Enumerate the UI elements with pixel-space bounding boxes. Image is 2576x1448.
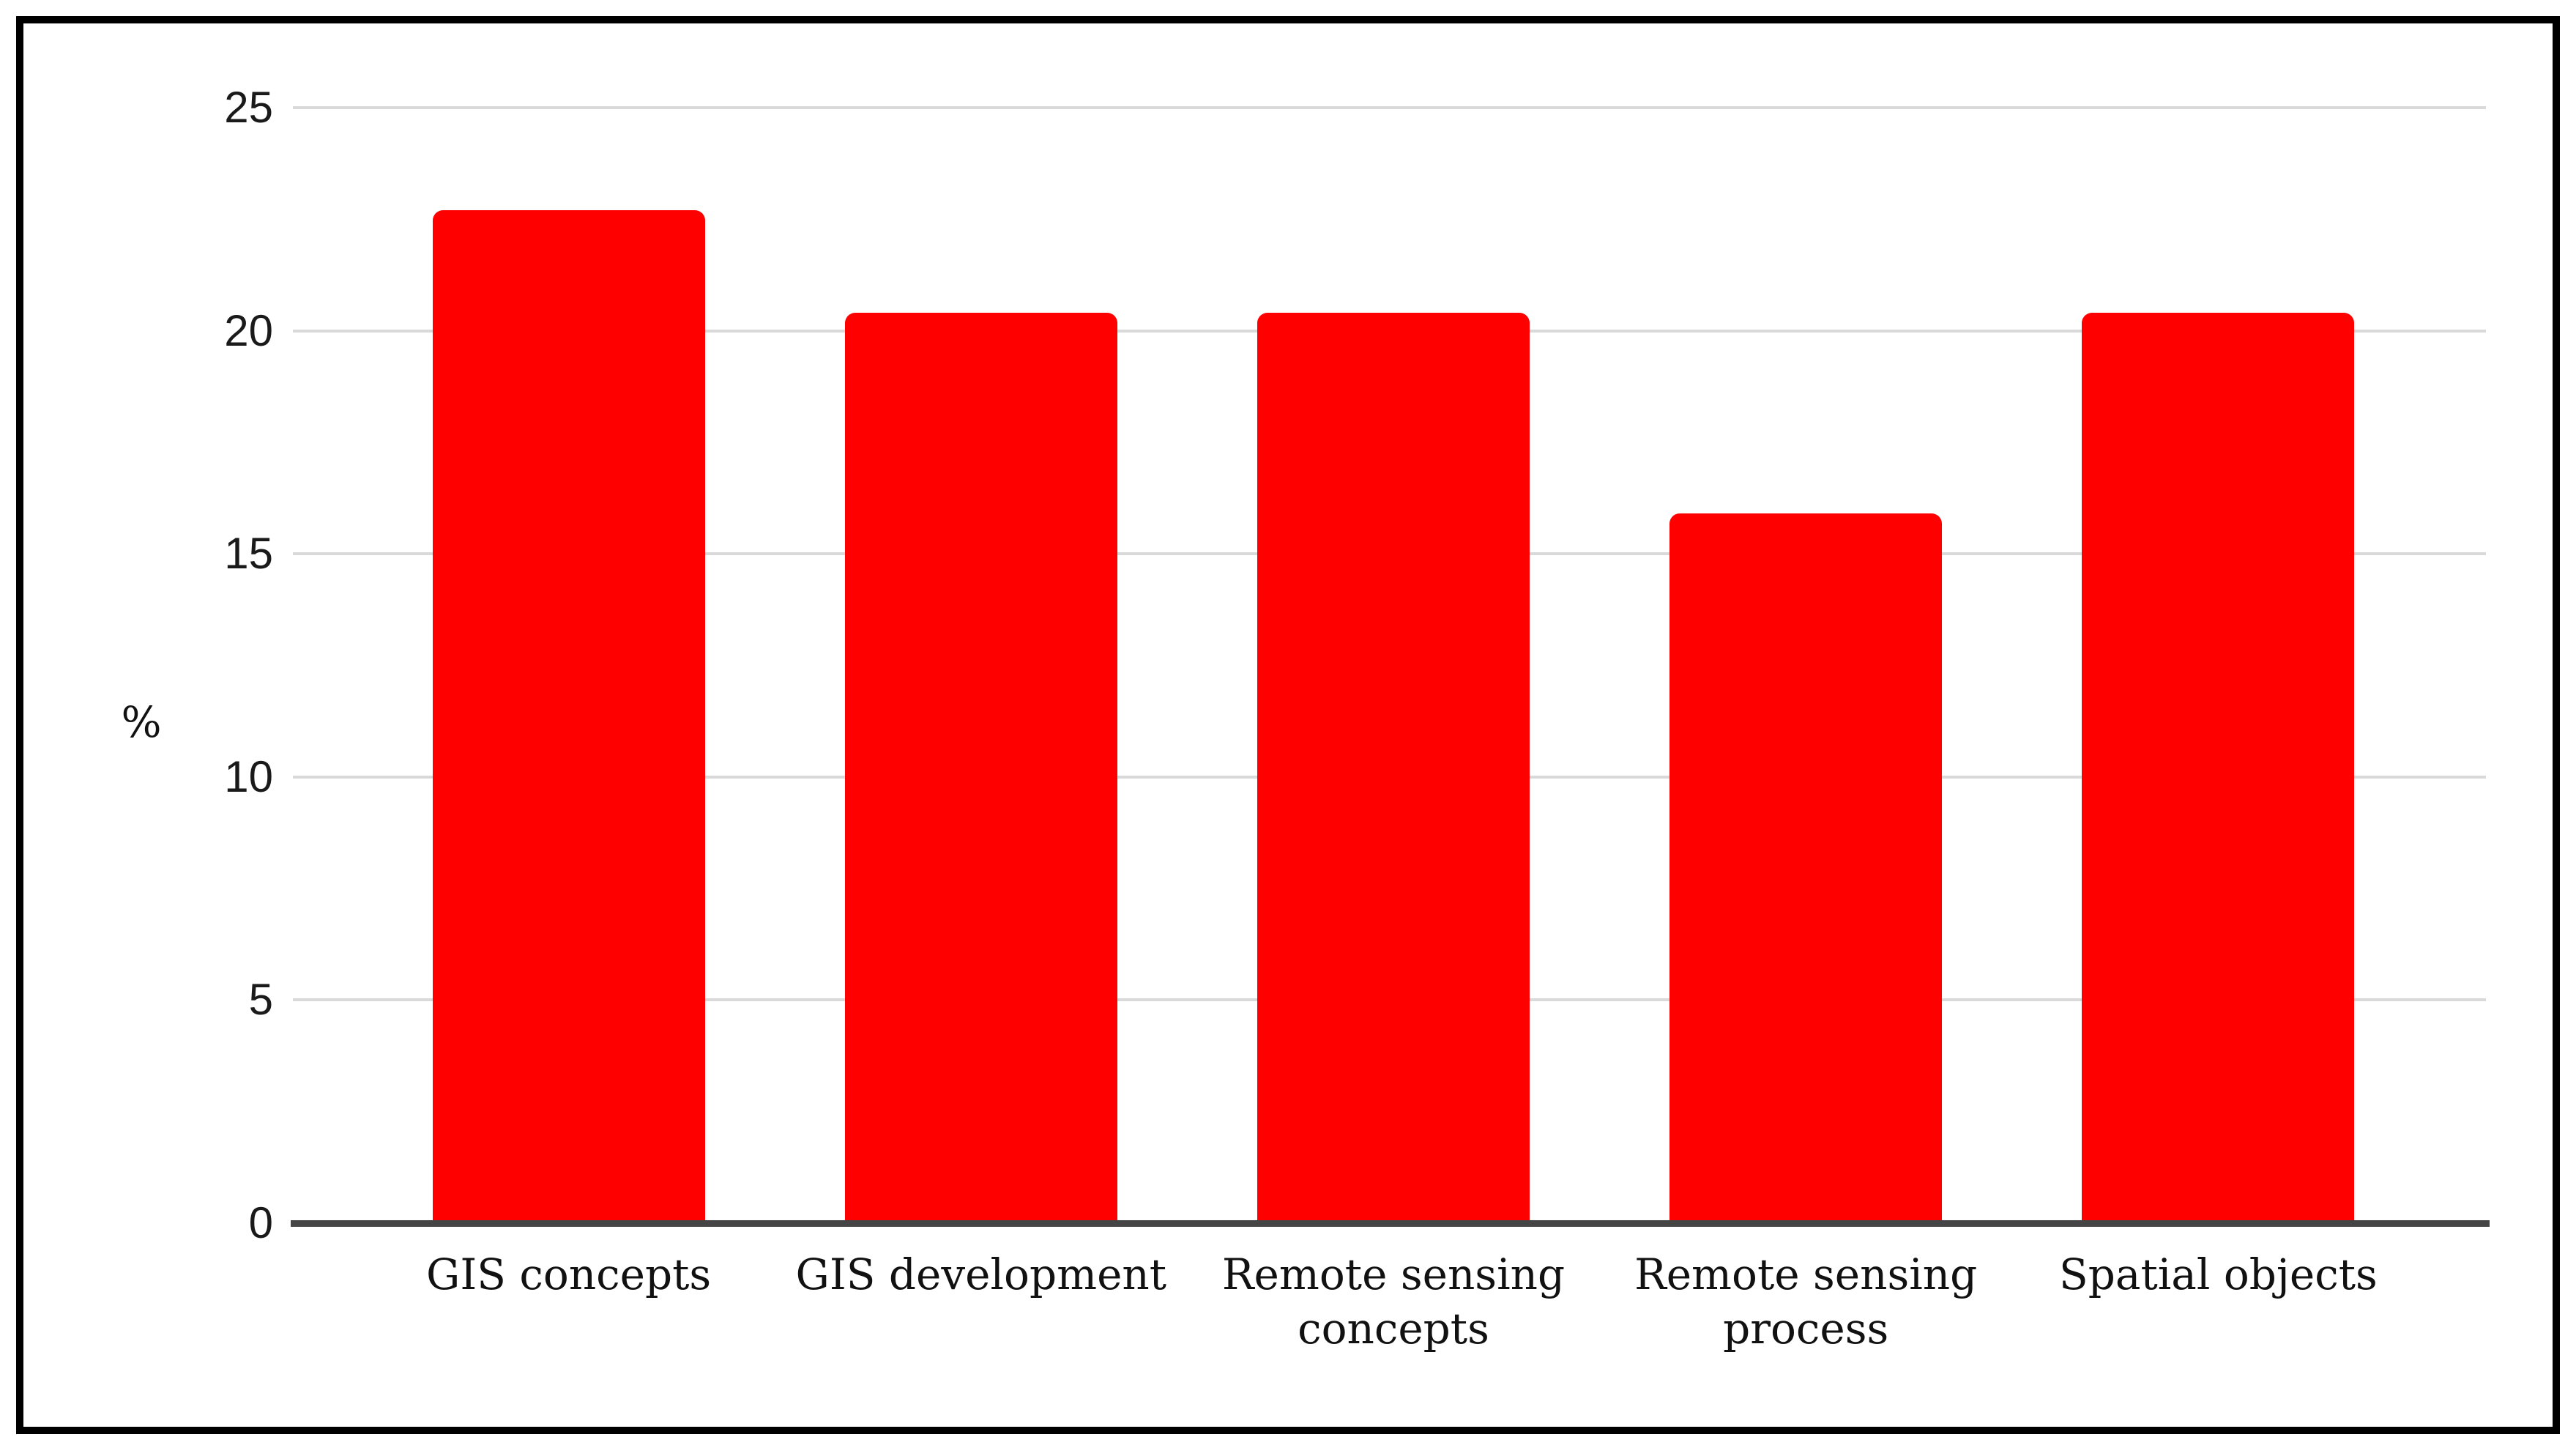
- x-axis-line: [291, 1219, 2490, 1227]
- bar: [432, 210, 705, 1223]
- gridline: [293, 106, 2486, 109]
- bar: [2082, 313, 2355, 1223]
- x-category-label: Spatial objects: [2059, 1250, 2378, 1299]
- x-category-label: Remote sensing concepts: [1221, 1250, 1566, 1354]
- y-tick-label: 15: [224, 529, 273, 579]
- y-tick-label: 10: [224, 751, 273, 801]
- bar: [844, 313, 1117, 1223]
- y-tick-label: 20: [224, 305, 273, 355]
- y-tick-label: 5: [248, 975, 273, 1025]
- y-tick-label: 25: [224, 83, 273, 132]
- bar: [1257, 313, 1530, 1223]
- x-category-label: Remote sensing process: [1634, 1250, 1978, 1354]
- bar: [1669, 513, 1943, 1223]
- x-category-label: GIS development: [795, 1250, 1167, 1299]
- y-axis-title: %: [121, 697, 162, 747]
- y-tick-label: 0: [248, 1198, 273, 1247]
- x-category-label: GIS concepts: [426, 1250, 712, 1299]
